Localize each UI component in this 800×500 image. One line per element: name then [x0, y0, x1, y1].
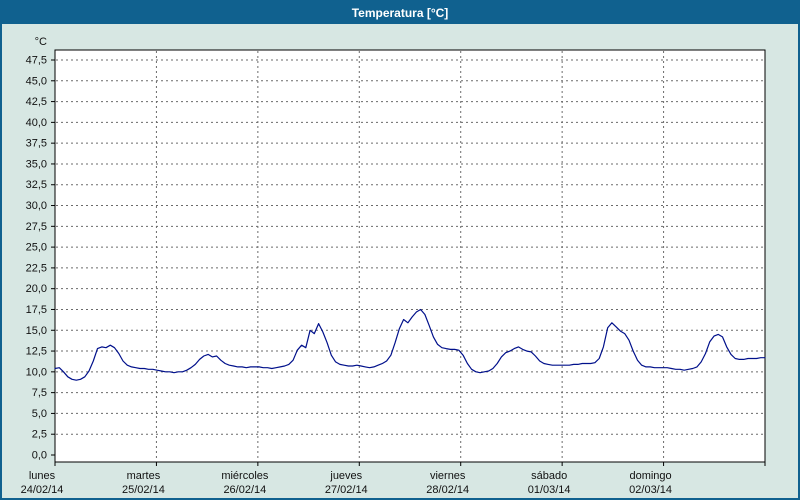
day-name-label: sábado [531, 470, 567, 482]
svg-text:20,0: 20,0 [26, 283, 47, 295]
day-name-label: domingo [629, 470, 671, 482]
day-date-label: 27/02/14 [325, 484, 368, 496]
day-date-label: 01/03/14 [528, 484, 571, 496]
svg-text:7,5: 7,5 [32, 387, 47, 399]
svg-text:45,0: 45,0 [26, 75, 47, 87]
svg-text:35,0: 35,0 [26, 158, 47, 170]
svg-text:42,5: 42,5 [26, 96, 47, 108]
svg-text:12,5: 12,5 [26, 346, 47, 358]
y-axis-labels: 0,0 2,5 5,0 7,5 10,0 12,5 15,0 17,5 20,0 22,5 25,0… [26, 36, 47, 462]
title-bar: Temperatura [°C] [2, 2, 798, 24]
svg-text:10,0: 10,0 [26, 366, 47, 378]
day-name-label: viernes [430, 470, 466, 482]
svg-text:25,0: 25,0 [26, 242, 47, 254]
svg-text:2,5: 2,5 [32, 429, 47, 441]
day-name-label: jueves [329, 470, 362, 482]
day-name-label: martes [127, 470, 161, 482]
svg-text:47,5: 47,5 [26, 55, 47, 67]
plot-area [54, 49, 766, 463]
chart-area: 0,0 2,5 5,0 7,5 10,0 12,5 15,0 17,5 20,0 22,5 25,0… [2, 24, 798, 498]
day-date-label: 26/02/14 [223, 484, 266, 496]
svg-text:30,0: 30,0 [26, 200, 47, 212]
svg-text:22,5: 22,5 [26, 262, 47, 274]
day-date-label: 28/02/14 [426, 484, 469, 496]
temperature-line [54, 308, 766, 381]
gridlines [56, 51, 764, 461]
window-title: Temperatura [°C] [351, 6, 449, 20]
svg-text:15,0: 15,0 [26, 325, 47, 337]
svg-text:5,0: 5,0 [32, 408, 47, 420]
svg-text:40,0: 40,0 [26, 117, 47, 129]
y-axis-unit-label: °C [35, 36, 47, 48]
svg-text:17,5: 17,5 [26, 304, 47, 316]
chart-svg: 0,0 2,5 5,0 7,5 10,0 12,5 15,0 17,5 20,0 22,5 25,0… [21, 36, 766, 496]
day-date-label: 24/02/14 [21, 484, 64, 496]
day-name-label: miércoles [221, 470, 269, 482]
day-date-label: 25/02/14 [122, 484, 165, 496]
svg-text:32,5: 32,5 [26, 179, 47, 191]
svg-text:0,0: 0,0 [32, 450, 47, 462]
svg-text:27,5: 27,5 [26, 221, 47, 233]
day-date-label: 02/03/14 [629, 484, 672, 496]
axis-ticks [51, 59, 766, 466]
svg-text:37,5: 37,5 [26, 138, 47, 150]
x-axis-labels: lunes 24/02/14 martes 25/02/14 miércoles 26/0… [21, 470, 672, 496]
day-name-label: lunes [29, 470, 56, 482]
